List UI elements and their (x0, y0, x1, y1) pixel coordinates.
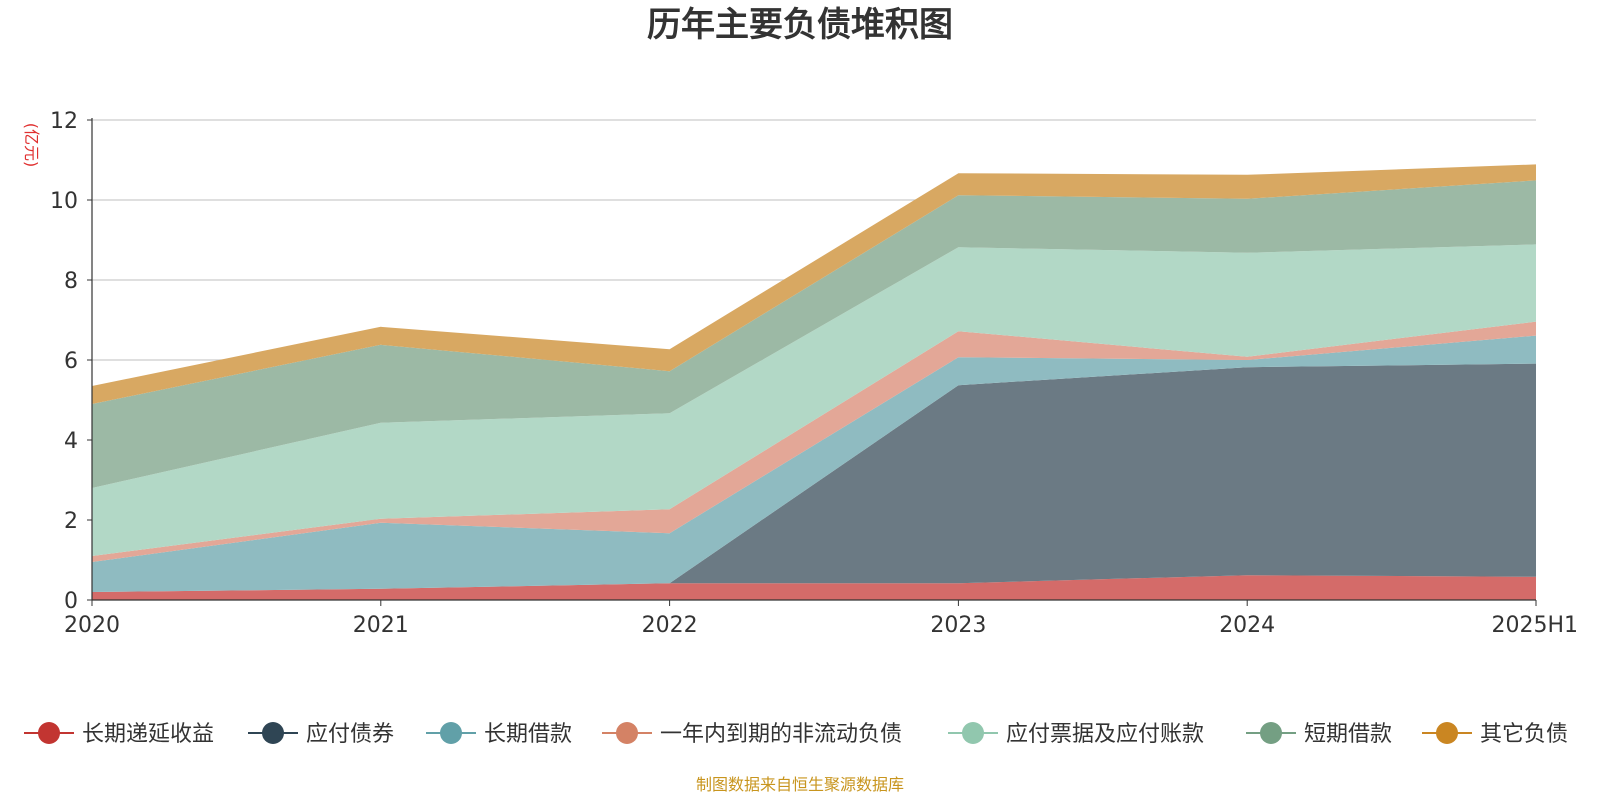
legend-label: 短期借款 (1304, 722, 1392, 747)
legend-item-4: 一年内到期的非流动负债 (602, 722, 902, 747)
x-tick-label: 2020 (64, 613, 120, 638)
x-tick-label: 2025H1 (1491, 613, 1578, 638)
y-tick-label: 10 (50, 189, 78, 214)
area-series-7 (92, 164, 1536, 404)
legend-marker (1436, 722, 1458, 744)
y-tick-label: 12 (50, 109, 78, 134)
y-tick-label: 0 (64, 589, 78, 614)
x-axis-ticks: 2020 2021 2022 2023 2024 2025H1 (64, 600, 1578, 638)
legend-label: 应付债券 (306, 722, 394, 747)
area-series-5 (92, 244, 1536, 556)
x-tick-label: 2021 (353, 613, 409, 638)
legend-label: 长期递延收益 (82, 722, 214, 747)
y-tick-label: 8 (64, 269, 78, 294)
legend-item-3: 长期借款 (426, 722, 572, 747)
legend-marker (38, 722, 60, 744)
chart-title: 历年主要负债堆积图 (647, 5, 953, 45)
area-series-6 (92, 180, 1536, 488)
legend: 长期递延收益 应付债券 长期借款 一年内到期的非流动负债 应付票据及应付账款 短期借款 其它… (24, 722, 1568, 747)
x-tick-label: 2023 (930, 613, 986, 638)
y-tick-label: 4 (64, 429, 78, 454)
legend-marker (1260, 722, 1282, 744)
legend-label: 一年内到期的非流动负债 (660, 722, 902, 747)
x-tick-label: 2024 (1219, 613, 1275, 638)
legend-item-2: 应付债券 (248, 722, 394, 747)
x-tick-label: 2022 (642, 613, 698, 638)
legend-item-1: 长期递延收益 (24, 722, 214, 747)
area-series-4 (92, 321, 1536, 562)
area-series-2 (92, 363, 1536, 592)
area-series-3 (92, 335, 1536, 592)
y-tick-label: 6 (64, 349, 78, 374)
legend-marker (962, 722, 984, 744)
y-axis-unit-label: (亿元) (22, 123, 41, 168)
legend-marker (262, 722, 284, 744)
legend-marker (616, 722, 638, 744)
legend-label: 其它负债 (1480, 722, 1568, 747)
legend-item-5: 应付票据及应付账款 (948, 722, 1204, 747)
legend-label: 应付票据及应付账款 (1006, 722, 1204, 747)
legend-marker (440, 722, 462, 744)
legend-item-6: 短期借款 (1246, 722, 1392, 747)
y-tick-label: 2 (64, 509, 78, 534)
legend-label: 长期借款 (484, 722, 572, 747)
y-axis-ticks: 0 2 4 6 8 10 12 (50, 109, 92, 614)
area-series-1 (92, 575, 1536, 600)
area-series-group (92, 164, 1536, 600)
data-source-note: 制图数据来自恒生聚源数据库 (696, 775, 904, 794)
legend-item-7: 其它负债 (1422, 722, 1568, 747)
